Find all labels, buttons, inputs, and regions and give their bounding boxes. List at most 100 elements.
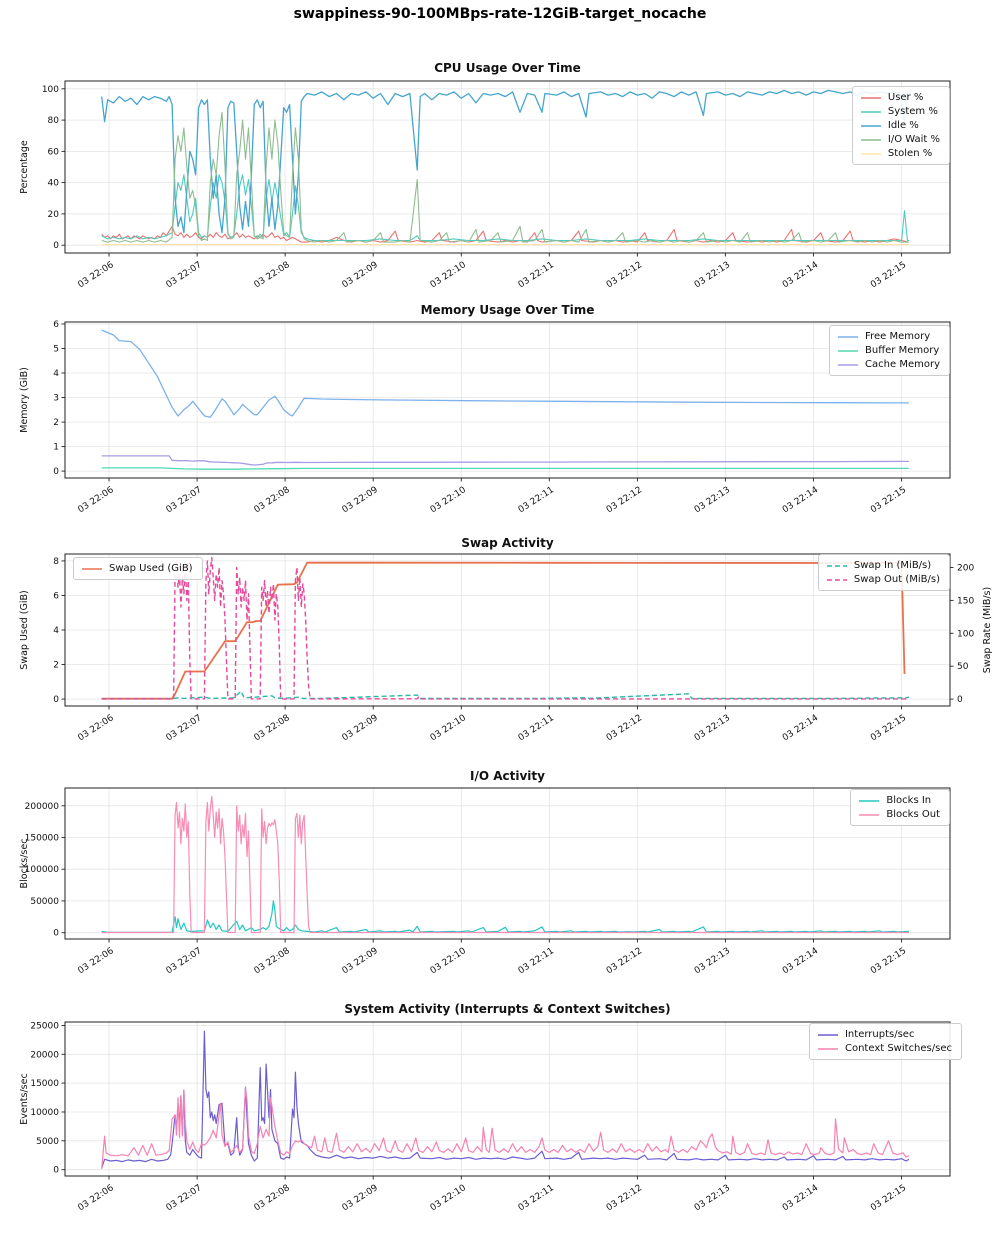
swap-activity-chart: Swap Activity 0 2 4 6 8 0 50 100 150 200 03 22:06 0…: [0, 533, 1000, 775]
svg-text:03 22:09: 03 22:09: [341, 713, 380, 743]
svg-text:03 22:06: 03 22:06: [76, 946, 115, 976]
svg-text:03 22:13: 03 22:13: [693, 713, 732, 743]
svg-text:1: 1: [53, 443, 59, 453]
svg-text:03 22:06: 03 22:06: [76, 713, 115, 743]
svg-text:Memory (GiB): Memory (GiB): [19, 367, 30, 433]
svg-text:03 22:07: 03 22:07: [165, 1183, 204, 1213]
svg-text:03 22:12: 03 22:12: [605, 485, 644, 515]
svg-text:40: 40: [48, 179, 60, 189]
svg-text:03 22:09: 03 22:09: [341, 946, 380, 976]
svg-text:03 22:10: 03 22:10: [429, 485, 468, 515]
svg-text:03 22:15: 03 22:15: [869, 946, 908, 976]
svg-text:Swap Rate (MiB/s): Swap Rate (MiB/s): [982, 587, 993, 673]
svg-text:03 22:13: 03 22:13: [693, 1183, 732, 1213]
svg-text:60: 60: [48, 147, 60, 157]
svg-text:03 22:14: 03 22:14: [781, 260, 820, 290]
legend-label: Blocks In: [886, 795, 932, 806]
legend-swatch-icon: [82, 567, 102, 570]
svg-text:8: 8: [53, 557, 59, 567]
legend-item: I/O Wait %: [860, 134, 940, 145]
legend-swatch-icon: [860, 110, 881, 113]
cpu-usage-plot: 0 20 40 60 80 100 03 22:06 03 22:07 03 22:08 03 2…: [19, 80, 951, 290]
svg-text:0: 0: [53, 467, 59, 477]
svg-text:20000: 20000: [30, 1050, 59, 1060]
legend-swatch-icon: [860, 124, 881, 127]
svg-text:0: 0: [53, 695, 59, 705]
svg-text:03 22:15: 03 22:15: [869, 713, 908, 743]
legend-item: Buffer Memory: [837, 345, 940, 356]
legend-label: Blocks Out: [886, 809, 940, 820]
svg-text:0: 0: [53, 241, 59, 251]
cpu-chart-title: CPU Usage Over Time: [434, 61, 581, 75]
legend-label: Free Memory: [865, 331, 931, 342]
legend-swatch-icon: [817, 1033, 838, 1036]
svg-text:20: 20: [48, 210, 60, 220]
svg-text:03 22:07: 03 22:07: [165, 946, 204, 976]
legend-label: Swap In (MiB/s): [853, 560, 932, 571]
svg-text:03 22:09: 03 22:09: [341, 485, 380, 515]
legend-swatch-icon: [860, 138, 881, 141]
svg-text:6: 6: [53, 592, 59, 602]
legend-swatch-icon: [859, 813, 880, 816]
svg-text:4: 4: [53, 369, 59, 379]
legend-item: Blocks In: [858, 795, 940, 806]
legend-label: Buffer Memory: [865, 345, 940, 356]
legend-label: Stolen %: [887, 148, 933, 159]
io-activity-plot: 0 50000 100000 150000 200000 03 22:06 03 22:07…: [19, 787, 951, 976]
legend-item: Swap In (MiB/s): [826, 560, 940, 571]
io-activity-chart: I/O Activity 0 50000 100000 150000 200000 03 …: [0, 766, 1000, 1008]
svg-text:150: 150: [957, 596, 974, 606]
svg-text:03 22:07: 03 22:07: [165, 260, 204, 290]
legend-label: Idle %: [887, 120, 919, 131]
svg-text:03 22:06: 03 22:06: [76, 260, 115, 290]
svg-text:10000: 10000: [30, 1108, 59, 1118]
svg-text:03 22:11: 03 22:11: [517, 485, 556, 515]
svg-text:03 22:10: 03 22:10: [429, 713, 468, 743]
svg-text:03 22:08: 03 22:08: [253, 260, 292, 290]
svg-text:0: 0: [957, 695, 963, 705]
svg-text:03 22:12: 03 22:12: [605, 1183, 644, 1213]
legend-label: Context Switches/sec: [844, 1043, 952, 1054]
svg-text:03 22:08: 03 22:08: [253, 713, 292, 743]
svg-text:0: 0: [53, 929, 59, 939]
svg-text:200: 200: [957, 564, 974, 574]
svg-text:100: 100: [957, 629, 974, 639]
svg-text:03 22:13: 03 22:13: [693, 946, 732, 976]
svg-text:03 22:13: 03 22:13: [693, 260, 732, 290]
svg-text:80: 80: [48, 116, 60, 126]
svg-text:100000: 100000: [25, 865, 60, 875]
svg-text:5: 5: [53, 345, 59, 355]
svg-text:Percentage: Percentage: [19, 140, 30, 194]
svg-text:03 22:14: 03 22:14: [781, 946, 820, 976]
legend: Swap In (MiB/s) Swap Out (MiB/s): [817, 554, 950, 591]
svg-text:200000: 200000: [25, 802, 60, 812]
svg-text:03 22:15: 03 22:15: [869, 1183, 908, 1213]
svg-text:03 22:15: 03 22:15: [869, 260, 908, 290]
legend-swatch-icon: [838, 349, 859, 352]
legend: Interrupts/sec Context Switches/sec: [808, 1023, 962, 1060]
svg-text:03 22:11: 03 22:11: [517, 1183, 556, 1213]
svg-text:03 22:15: 03 22:15: [869, 485, 908, 515]
svg-text:03 22:11: 03 22:11: [517, 260, 556, 290]
legend-swatch-icon: [826, 578, 847, 581]
svg-text:100: 100: [42, 85, 59, 95]
legend-swatch-icon: [817, 1047, 838, 1050]
legend-item: Idle %: [860, 120, 940, 131]
memory-usage-chart: Memory Usage Over Time 0 1 2 3 4 5 6 03 22:06 03…: [0, 300, 1000, 542]
legend-item: User %: [860, 92, 940, 103]
svg-text:03 22:09: 03 22:09: [341, 1183, 380, 1213]
svg-text:Blocks/sec: Blocks/sec: [19, 839, 30, 889]
svg-text:50000: 50000: [30, 897, 59, 907]
legend-item: Swap Used (GiB): [81, 563, 193, 574]
memory-chart-title: Memory Usage Over Time: [420, 303, 595, 317]
legend-label: Interrupts/sec: [844, 1029, 915, 1040]
svg-text:03 22:08: 03 22:08: [253, 1183, 292, 1213]
svg-text:2: 2: [53, 661, 59, 671]
io-chart-title: I/O Activity: [470, 769, 545, 783]
svg-text:03 22:11: 03 22:11: [517, 946, 556, 976]
legend-item: Interrupts/sec: [817, 1029, 952, 1040]
svg-text:03 22:07: 03 22:07: [165, 485, 204, 515]
svg-text:2: 2: [53, 418, 59, 428]
svg-text:03 22:12: 03 22:12: [605, 946, 644, 976]
